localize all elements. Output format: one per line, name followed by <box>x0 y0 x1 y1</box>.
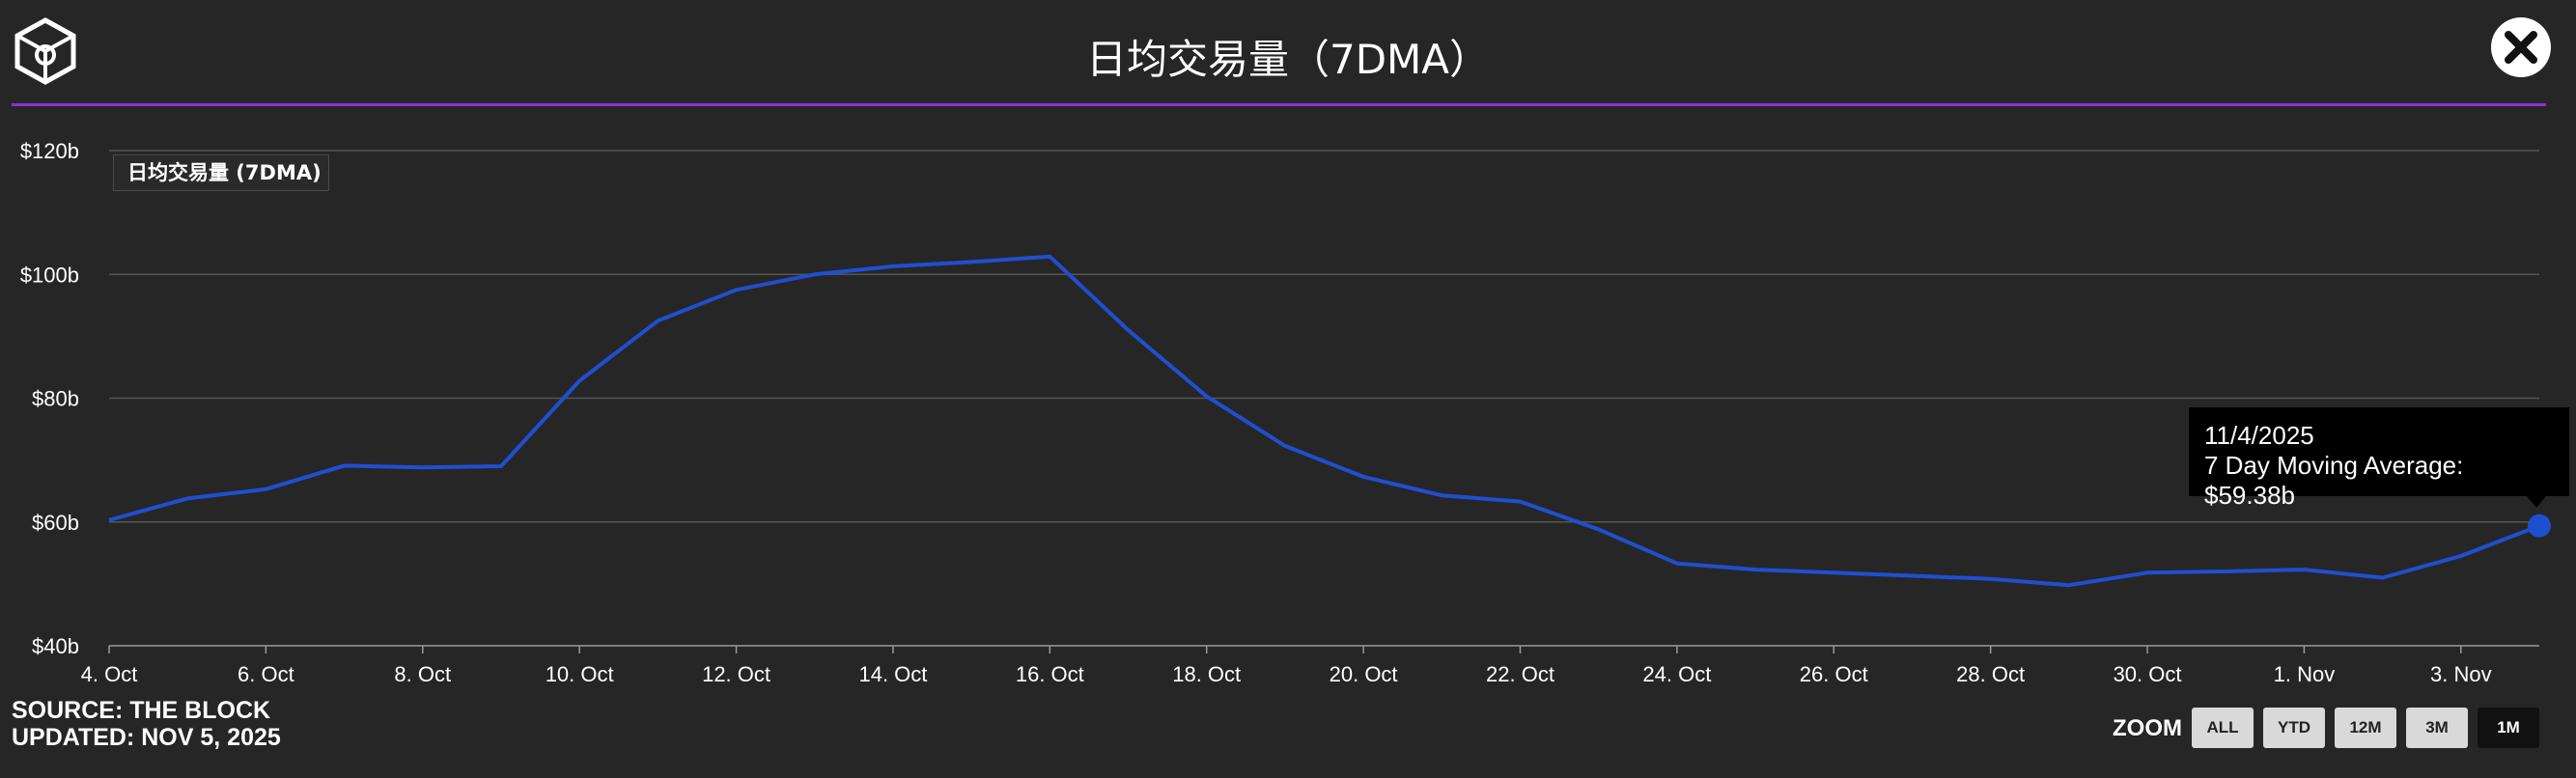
zoom-label: ZOOM <box>2113 715 2182 741</box>
data-point[interactable] <box>887 261 899 272</box>
x-tick-label: 16. Oct <box>1016 662 1084 686</box>
tooltip-arrow <box>2527 496 2546 508</box>
data-point[interactable] <box>809 268 821 280</box>
y-tick-label: $80b <box>32 387 79 411</box>
data-point[interactable] <box>1436 489 1447 501</box>
data-point[interactable] <box>1358 471 1369 483</box>
data-point[interactable] <box>2377 571 2389 583</box>
data-point[interactable] <box>417 461 429 473</box>
data-point[interactable] <box>1750 564 1761 575</box>
data-point[interactable] <box>1828 567 1839 578</box>
zoom-1m-button[interactable]: 1M <box>2478 708 2539 748</box>
data-point[interactable] <box>260 484 271 495</box>
x-tick-label: 14. Oct <box>858 662 927 686</box>
header-divider <box>12 103 2546 106</box>
source-text: SOURCE: THE BLOCK <box>12 697 271 724</box>
credits: SOURCE: THE BLOCK UPDATED: NOV 5, 2025 <box>12 697 281 751</box>
y-tick-label: $120b <box>20 139 79 163</box>
x-tick-label: 30. Oct <box>2114 662 2182 686</box>
data-point[interactable] <box>495 460 507 472</box>
data-point[interactable] <box>652 315 663 326</box>
data-point[interactable] <box>339 459 350 471</box>
close-button[interactable] <box>2491 17 2551 77</box>
x-tick-label: 20. Oct <box>1330 662 1398 686</box>
data-point[interactable] <box>1514 496 1526 508</box>
x-tick-label: 18. Oct <box>1172 662 1241 686</box>
hovered-data-point[interactable] <box>2528 514 2551 538</box>
data-point[interactable] <box>103 514 115 526</box>
data-point[interactable] <box>1201 391 1213 403</box>
tooltip: 11/4/2025 7 Day Moving Average: $59.38b <box>2189 407 2569 510</box>
x-tick-label: 22. Oct <box>1486 662 1554 686</box>
data-point[interactable] <box>1279 440 1291 452</box>
tooltip-value: 7 Day Moving Average: $59.38b <box>2204 451 2464 510</box>
zoom-12m-button[interactable]: 12M <box>2335 708 2396 748</box>
data-point[interactable] <box>2298 564 2310 575</box>
y-tick-label: $60b <box>32 511 79 535</box>
data-point[interactable] <box>574 375 585 387</box>
x-tick-label: 10. Oct <box>546 662 614 686</box>
x-tick-label: 3. Nov <box>2430 662 2492 686</box>
data-point[interactable] <box>1985 573 1997 585</box>
page-title: 日均交易量（7DMA） <box>1085 36 1491 83</box>
updated-text: UPDATED: NOV 5, 2025 <box>12 724 281 751</box>
x-tick-label: 28. Oct <box>1956 662 2025 686</box>
data-point[interactable] <box>2063 579 2075 591</box>
close-icon[interactable] <box>2491 17 2551 77</box>
zoom-all-button[interactable]: ALL <box>2192 708 2254 748</box>
x-tick-label: 4. Oct <box>81 662 138 686</box>
data-point[interactable] <box>1671 558 1683 570</box>
data-point[interactable] <box>1593 523 1605 535</box>
y-tick-label: $100b <box>20 263 79 287</box>
x-tick-label: 12. Oct <box>702 662 770 686</box>
x-tick-label: 26. Oct <box>1800 662 1868 686</box>
series-line <box>108 254 2540 588</box>
zoom-3m-button[interactable]: 3M <box>2406 708 2468 748</box>
x-tick-label: 6. Oct <box>238 662 294 686</box>
data-point[interactable] <box>731 284 742 295</box>
data-point[interactable] <box>1044 251 1055 263</box>
data-point[interactable] <box>2220 566 2231 577</box>
legend-item[interactable]: 日均交易量 (7DMA) <box>113 154 329 191</box>
data-point[interactable] <box>2455 550 2467 562</box>
the-block-logo-icon <box>14 17 76 85</box>
x-tick-label: 24. Oct <box>1642 662 1711 686</box>
data-point[interactable] <box>2142 567 2153 578</box>
tooltip-date: 11/4/2025 <box>2204 421 2314 450</box>
zoom-ytd-button[interactable]: YTD <box>2263 708 2325 748</box>
x-tick-label: 8. Oct <box>394 662 451 686</box>
data-point[interactable] <box>1906 570 1918 582</box>
data-point[interactable] <box>182 492 193 504</box>
data-point[interactable] <box>966 256 977 267</box>
y-tick-label: $40b <box>32 634 79 658</box>
x-tick-label: 1. Nov <box>2274 662 2336 686</box>
data-point[interactable] <box>1123 324 1134 336</box>
